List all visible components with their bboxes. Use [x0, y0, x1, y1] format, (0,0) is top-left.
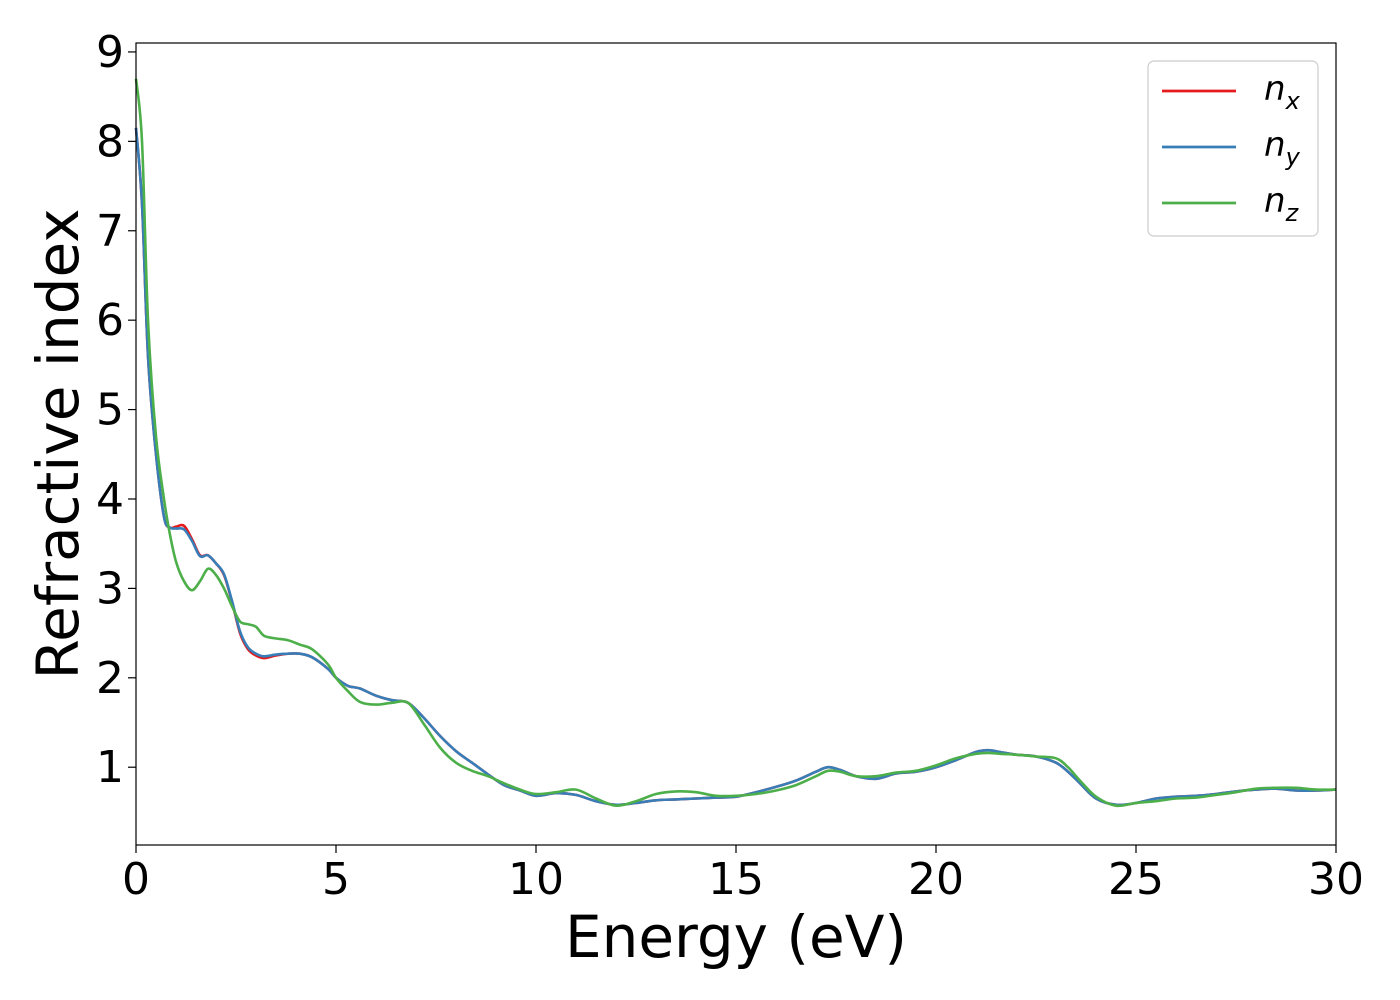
legend-label: nz: [1264, 181, 1300, 227]
x-tick-label: 15: [708, 854, 764, 905]
y-tick-label: 7: [96, 206, 124, 257]
x-axis-title: Energy (eV): [565, 903, 907, 971]
y-tick-label: 1: [96, 742, 124, 793]
x-tick-label: 30: [1308, 854, 1364, 905]
x-tick-label: 0: [122, 854, 150, 905]
series-lines: [134, 78, 1337, 808]
x-tick-label: 5: [322, 854, 350, 905]
y-axis: 1 2 3 4 5 6 7 8 9: [96, 27, 136, 793]
y-tick-label: 4: [96, 474, 124, 525]
x-tick-label: 20: [908, 854, 964, 905]
legend: nx ny nz: [1147, 60, 1319, 237]
series-line-nz: [134, 78, 1337, 808]
y-axis-title: Refractive index: [24, 208, 92, 679]
x-axis: 0 5 10 15 20 25 30: [122, 845, 1364, 905]
legend-box: [1147, 60, 1319, 237]
y-tick-label: 2: [96, 653, 124, 704]
y-tick-label: 8: [96, 116, 124, 167]
y-tick-label: 5: [96, 385, 124, 436]
x-tick-label: 25: [1108, 854, 1164, 905]
x-tick-label: 10: [508, 854, 564, 905]
legend-label: ny: [1264, 125, 1301, 171]
y-tick-label: 3: [96, 563, 124, 614]
legend-label: nx: [1264, 69, 1301, 115]
series-line-ny: [134, 127, 1337, 807]
y-tick-label: 6: [96, 295, 124, 346]
y-tick-label: 9: [96, 27, 124, 78]
